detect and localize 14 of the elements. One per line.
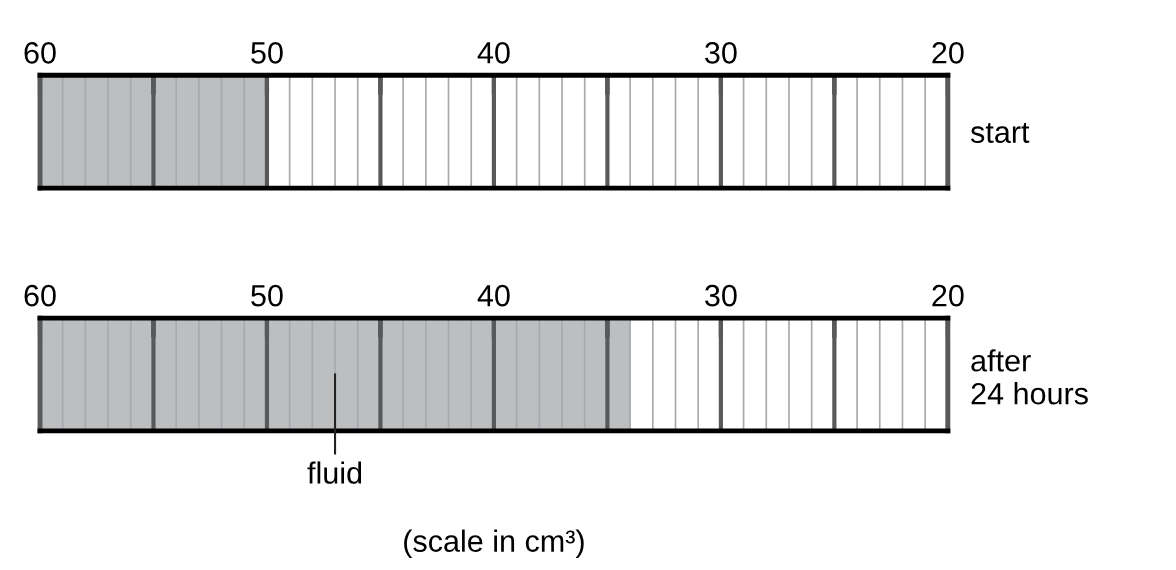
x-tick-label: 20 xyxy=(932,42,964,64)
x-tick-label: 40 xyxy=(477,284,510,307)
x-tick-label: 60 xyxy=(24,284,56,307)
x-tick-label: 20 xyxy=(932,284,964,307)
text: (scale in cm³) xyxy=(404,529,584,559)
x-tick-label: 30 xyxy=(705,284,737,307)
x-tick-label: 40 xyxy=(477,42,510,64)
y-tick-label: after 24 hours xyxy=(971,349,1088,405)
x-tick-label: 50 xyxy=(251,284,283,307)
x-tick-label: 30 xyxy=(705,42,737,64)
x-tick-label: 50 xyxy=(251,42,283,64)
text: fluid xyxy=(307,461,362,484)
x-tick-label: 60 xyxy=(24,42,56,64)
y-tick-label: start xyxy=(970,122,1030,144)
